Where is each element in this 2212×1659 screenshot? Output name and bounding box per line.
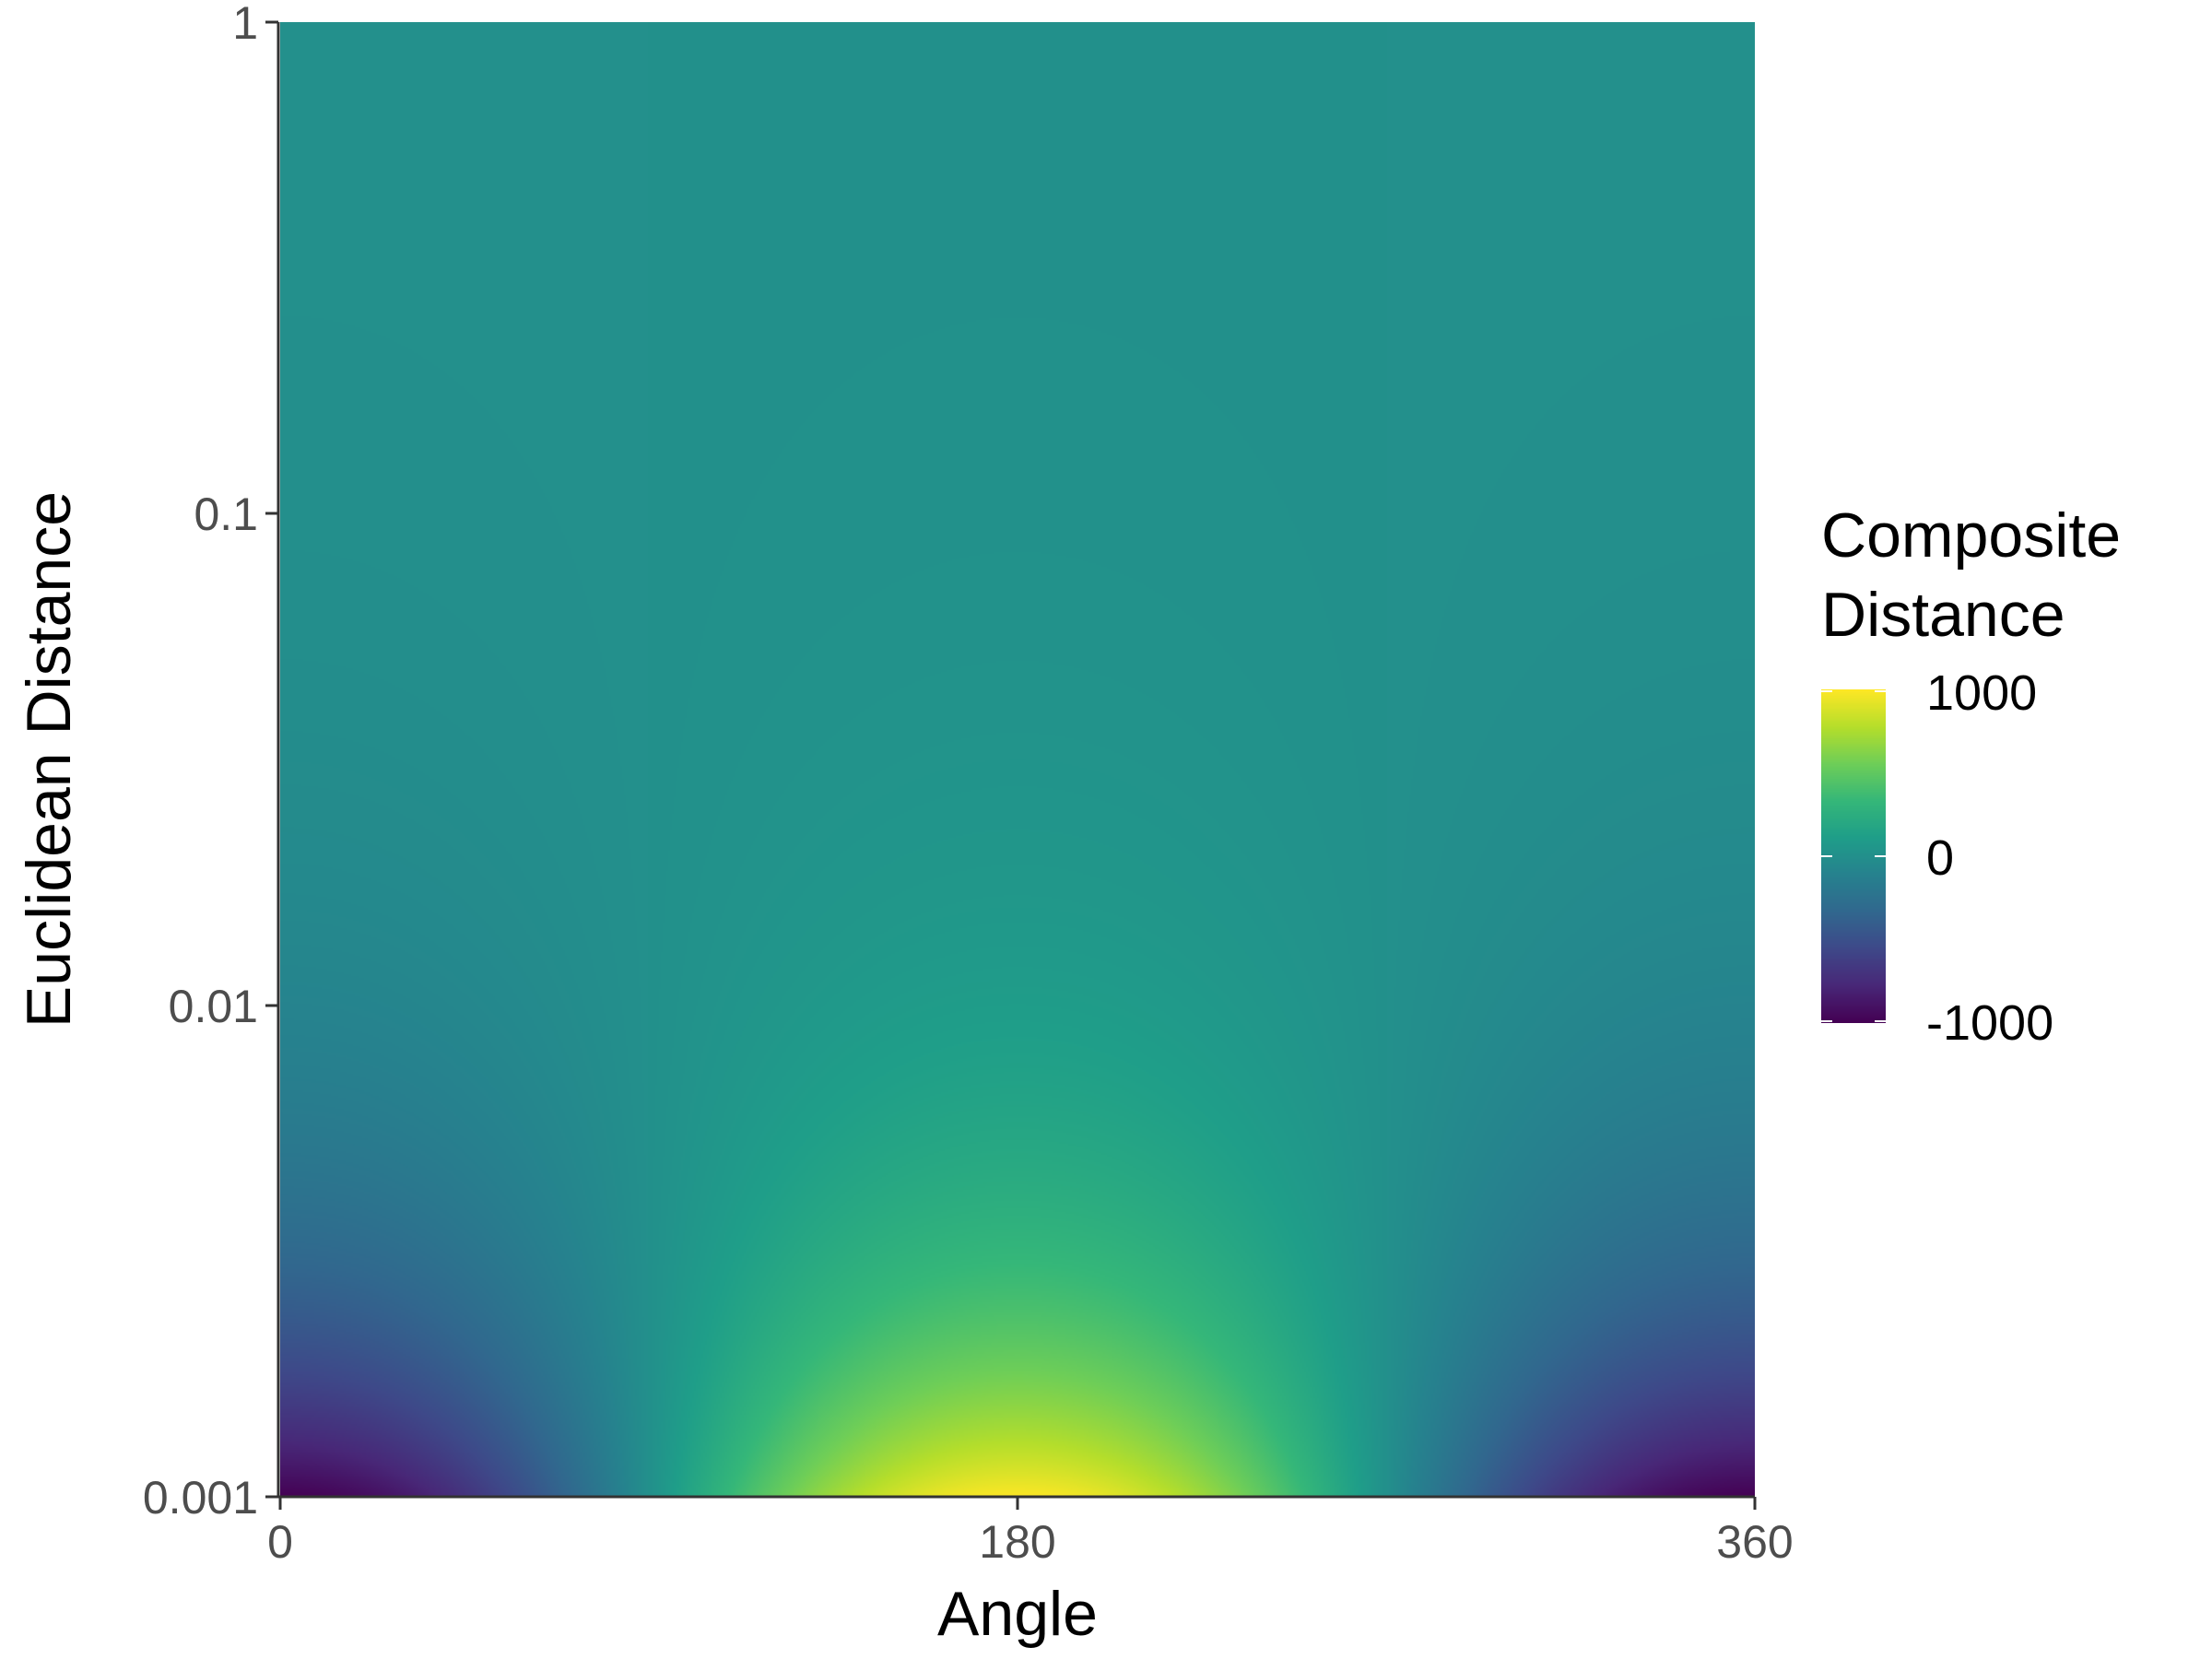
x-axis-title: Angle bbox=[937, 1579, 1098, 1649]
x-tick-label: 0 bbox=[267, 1516, 293, 1568]
legend: Composite Distance 1000 0 -1000 bbox=[1821, 500, 2121, 1051]
x-axis-ticks: 0 180 360 bbox=[267, 1497, 1794, 1568]
legend-title-line: Distance bbox=[1821, 580, 2065, 650]
legend-tick-label: 0 bbox=[1926, 830, 1954, 886]
x-tick-label: 180 bbox=[979, 1516, 1055, 1568]
heatmap-surface bbox=[280, 22, 1755, 1497]
y-tick-label: 0.1 bbox=[194, 488, 258, 540]
y-tick-label: 0.001 bbox=[143, 1472, 258, 1524]
y-axis-ticks: 0.001 0.01 0.1 1 bbox=[143, 0, 278, 1524]
y-tick-label: 1 bbox=[232, 0, 258, 49]
legend-tick-label: -1000 bbox=[1926, 995, 2053, 1051]
y-tick-label: 0.01 bbox=[169, 981, 258, 1032]
y-axis-title: Euclidean Distance bbox=[14, 491, 84, 1028]
x-tick-label: 360 bbox=[1716, 1516, 1793, 1568]
legend-title-line: Composite bbox=[1821, 500, 2121, 571]
legend-tick-label: 1000 bbox=[1926, 665, 2037, 721]
